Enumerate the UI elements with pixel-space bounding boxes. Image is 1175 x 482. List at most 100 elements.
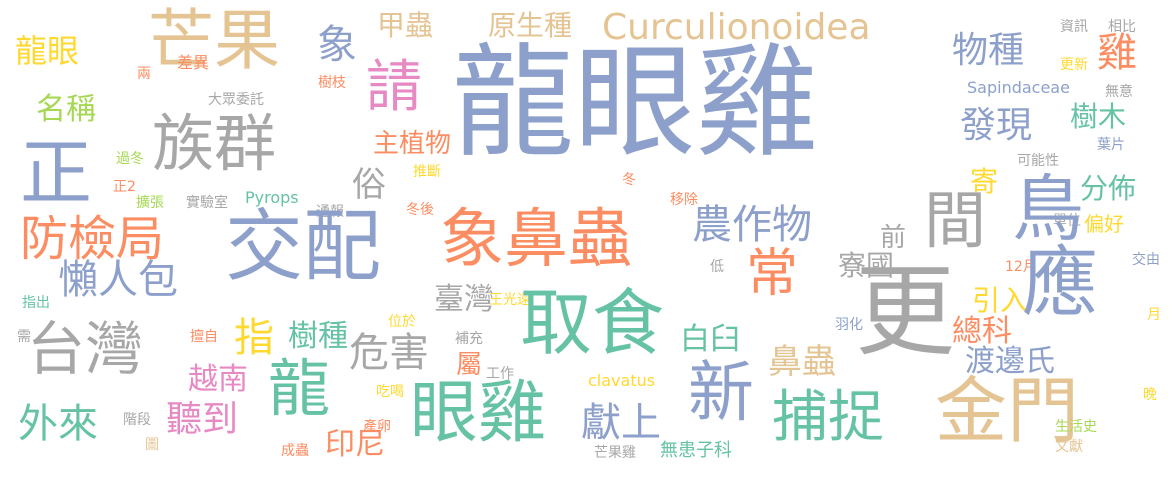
cloud-word: 台灣 (27, 315, 144, 383)
cloud-word: 單位 (1053, 213, 1081, 229)
cloud-word: 應 (1022, 238, 1098, 327)
cloud-word: 兩 (137, 66, 151, 82)
cloud-word: 越南 (188, 362, 248, 397)
cloud-word: 指出 (22, 295, 50, 311)
cloud-word: 甲蟲 (377, 9, 434, 42)
cloud-word: 雞 (1097, 30, 1137, 76)
cloud-word: 象鼻蟲 (440, 203, 632, 277)
cloud-word: 象 (317, 22, 357, 68)
cloud-word: 芒果雞 (594, 445, 636, 461)
cloud-word: 無患子科 (660, 440, 732, 461)
cloud-word: 實驗室 (186, 195, 228, 211)
cloud-word: 葉片 (1097, 137, 1125, 153)
cloud-word: 樹木 (1070, 100, 1127, 133)
cloud-word: 相比 (1108, 19, 1136, 35)
cloud-word: 指 (234, 315, 274, 361)
cloud-word: 更 (855, 253, 955, 370)
cloud-word: 分佈 (1080, 172, 1137, 205)
cloud-word: 金門 (935, 369, 1080, 453)
cloud-word: 通報 (316, 204, 344, 220)
cloud-word: Pyrops (245, 188, 299, 207)
cloud-word: 正 (20, 131, 93, 215)
cloud-word: 低 (710, 259, 724, 275)
cloud-word: 冬後 (406, 202, 434, 218)
cloud-word: 羽化 (835, 317, 863, 333)
cloud-word: Curculionoidea (602, 7, 871, 48)
cloud-word: 新 (688, 354, 754, 431)
cloud-word: 渡邊氏 (965, 344, 1055, 379)
cloud-word: 間 (924, 184, 987, 257)
cloud-word: 階段 (123, 412, 151, 428)
cloud-word: 王光遠 (489, 292, 531, 308)
cloud-word: 圖 (145, 437, 159, 453)
cloud-word: 族群 (152, 107, 277, 180)
cloud-word: 工作 (486, 366, 514, 382)
cloud-word: 常 (746, 244, 799, 304)
cloud-word: 懶人包 (58, 257, 178, 303)
cloud-word: 印尼 (325, 427, 385, 462)
cloud-word: 芒果 (148, 2, 280, 79)
cloud-word: 請 (366, 55, 422, 120)
cloud-word: 防檢局 (20, 211, 165, 267)
cloud-word: 龍眼雞 (452, 32, 818, 174)
cloud-word: 龍 (268, 352, 331, 425)
cloud-word: 取食 (520, 281, 665, 365)
cloud-word: 月 (1147, 307, 1161, 323)
cloud-word: 推斷 (413, 164, 441, 180)
cloud-word: 眼雞 (410, 374, 547, 453)
cloud-word: 寮國 (838, 249, 895, 282)
cloud-word: 樹枝 (318, 75, 346, 91)
cloud-word: 總科 (952, 314, 1012, 349)
cloud-word: 12月 (1005, 259, 1037, 275)
cloud-word: 交配 (225, 202, 382, 292)
cloud-word: 主植物 (373, 129, 452, 159)
cloud-word: 屬 (456, 350, 483, 380)
cloud-word: 資訊 (1060, 19, 1088, 35)
cloud-word: 原生種 (488, 9, 573, 42)
cloud-word: 危害 (349, 330, 429, 376)
cloud-word: 擴張 (136, 195, 164, 211)
cloud-word: 獻上 (581, 400, 661, 446)
cloud-word: 吃喝 (376, 384, 404, 400)
cloud-word: 捕捉 (772, 385, 884, 450)
cloud-word: 聽到 (166, 399, 239, 440)
cloud-word: 鳥 (1012, 167, 1085, 251)
cloud-word: 產卵 (363, 419, 391, 435)
cloud-word: 可能性 (1017, 153, 1059, 169)
cloud-word: 發現 (960, 105, 1033, 146)
cloud-word: 引入 (972, 284, 1029, 317)
cloud-word: 臺灣 (434, 282, 494, 317)
cloud-word: clavatus (588, 371, 656, 390)
cloud-word: 晚 (1143, 387, 1157, 403)
cloud-word: 鼻蟲 (768, 342, 836, 382)
cloud-word: 外來 (18, 401, 98, 447)
cloud-word: 農作物 (692, 202, 812, 248)
cloud-word: 位於 (388, 314, 416, 330)
cloud-word: 大眾委託 (208, 92, 264, 108)
cloud-word: 物種 (952, 30, 1025, 71)
cloud-word: 擅自 (190, 329, 218, 345)
cloud-word: 過冬 (116, 151, 144, 167)
cloud-word: Sapindaceae (967, 78, 1070, 97)
cloud-word: 冬 (622, 172, 636, 188)
cloud-word: 樹種 (288, 319, 348, 354)
cloud-word: 無意 (1105, 84, 1133, 100)
cloud-word: 差異 (177, 53, 210, 72)
cloud-word: 成蟲 (281, 443, 309, 459)
cloud-word: 俗 (352, 165, 386, 205)
cloud-word: 前 (880, 223, 907, 253)
cloud-word: 交由 (1132, 252, 1160, 268)
cloud-word: 移除 (670, 192, 698, 208)
cloud-word: 需 (17, 329, 31, 345)
cloud-word: 文獻 (1055, 439, 1083, 455)
cloud-word: 寄 (970, 165, 999, 198)
cloud-word: 名稱 (36, 92, 96, 127)
cloud-word: 正2 (113, 179, 136, 195)
cloud-word: 補充 (455, 331, 483, 347)
cloud-word: 更新 (1060, 57, 1088, 73)
cloud-word: 生活史 (1055, 419, 1097, 435)
cloud-word: 偏好 (1084, 212, 1124, 236)
cloud-word: 龍眼 (15, 32, 80, 70)
cloud-word: 白臼 (680, 322, 740, 357)
